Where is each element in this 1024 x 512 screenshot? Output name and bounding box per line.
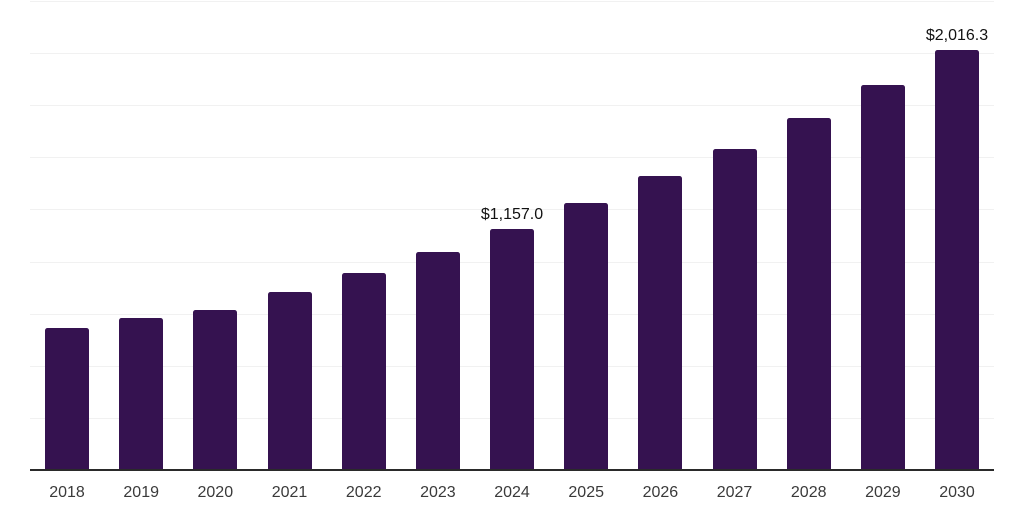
x-tick-2018: 2018 [49, 484, 85, 501]
x-tick-2029: 2029 [865, 484, 901, 501]
x-tick-2027: 2027 [716, 484, 753, 501]
x-tick-2026: 2026 [642, 484, 679, 501]
x-axis-line [30, 469, 994, 471]
x-tick-2030: 2030 [939, 484, 975, 501]
bar-2021 [267, 292, 312, 470]
bar-2029 [860, 84, 905, 470]
x-tick-2020: 2020 [197, 484, 234, 501]
bar-2028 [786, 117, 831, 470]
bar-2019 [119, 317, 164, 470]
bar-2020 [193, 309, 238, 470]
x-tick-2028: 2028 [790, 484, 827, 501]
x-tick-2022: 2022 [345, 484, 382, 501]
gridline-1500 [30, 157, 994, 158]
gridline-1750 [30, 105, 994, 106]
x-tick-2025: 2025 [568, 484, 604, 501]
bar-2023 [415, 252, 460, 470]
x-tick-2019: 2019 [123, 484, 159, 501]
bar-2027 [712, 148, 757, 470]
x-tick-2024: 2024 [494, 484, 530, 501]
bar-2024 [490, 228, 534, 470]
x-tick-2023: 2023 [420, 484, 456, 501]
value-label-2024: $1,157.0 [480, 205, 544, 223]
bar-2030 [935, 49, 979, 470]
x-tick-2021: 2021 [271, 484, 308, 501]
bar-2026 [638, 175, 683, 470]
gridline-2000 [30, 53, 994, 54]
gridline-2250 [30, 1, 994, 2]
bar-2022 [341, 272, 386, 470]
bar-2018 [45, 327, 89, 470]
gridline-1250 [30, 209, 994, 210]
value-label-2030: $2,016.3 [925, 26, 989, 44]
bar-2025 [564, 202, 609, 470]
